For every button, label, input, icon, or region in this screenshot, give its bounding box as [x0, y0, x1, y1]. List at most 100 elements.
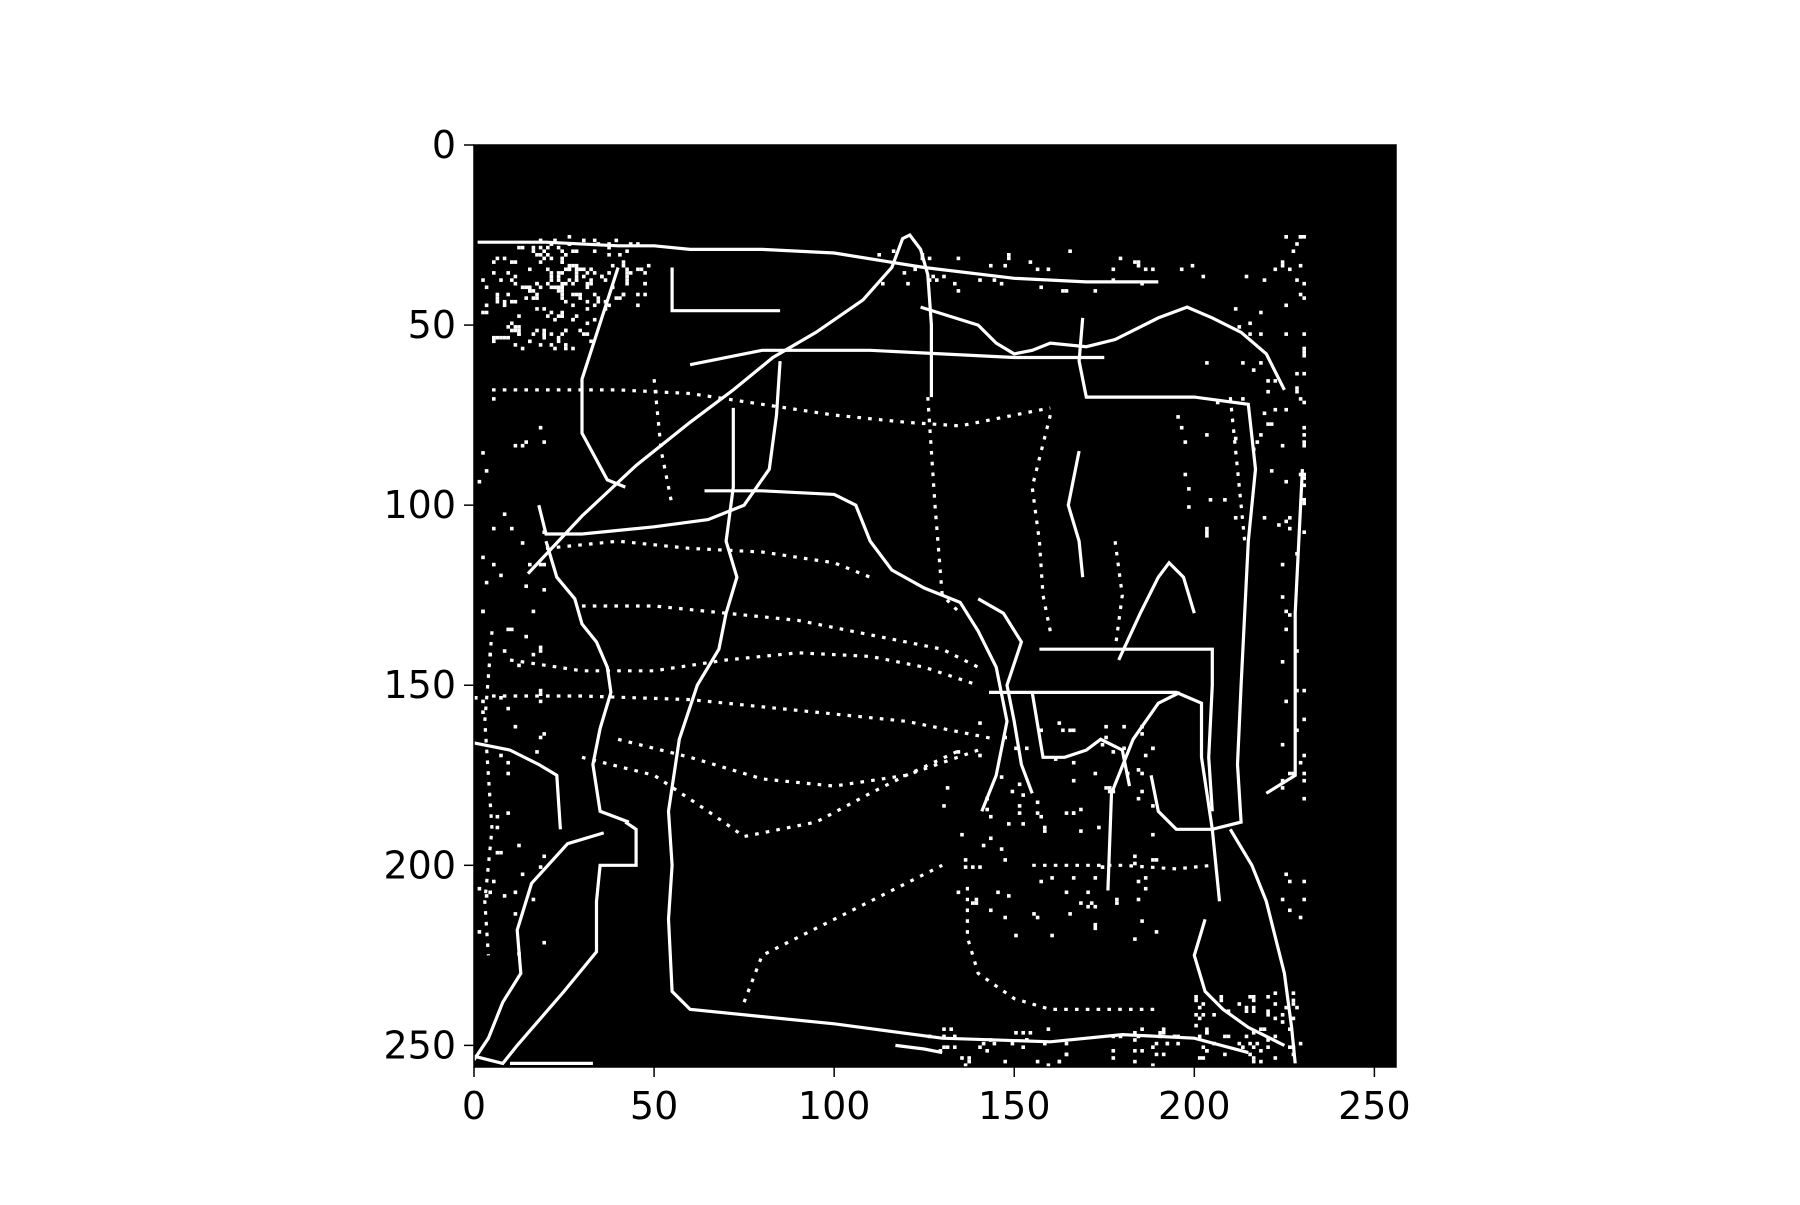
- pixel: [571, 249, 575, 253]
- pixel: [592, 271, 597, 275]
- pixel: [1280, 1013, 1285, 1017]
- pixel: [1194, 1023, 1198, 1028]
- pixel: [510, 260, 514, 264]
- pixel: [513, 343, 518, 347]
- pixel: [1028, 1031, 1033, 1035]
- pixel: [1302, 796, 1306, 801]
- pixel: [1021, 1045, 1025, 1049]
- pixel: [1302, 498, 1306, 502]
- pixel-cluster-7: [1280, 235, 1306, 920]
- pixel: [553, 346, 557, 351]
- pixel: [1237, 1041, 1242, 1046]
- pixel: [1266, 1038, 1270, 1042]
- pixel: [985, 1049, 989, 1053]
- pixel: [1288, 771, 1292, 776]
- pixel: [556, 335, 561, 340]
- pixel: [956, 256, 961, 261]
- pixel: [549, 278, 554, 282]
- pixel: [556, 278, 561, 282]
- pixel: [963, 865, 968, 869]
- pixel: [1302, 346, 1306, 351]
- pixel: [1111, 789, 1116, 794]
- pixel: [1100, 742, 1105, 747]
- pixel: [510, 321, 514, 326]
- solid-line-4: [580, 267, 626, 489]
- pixel: [920, 256, 925, 261]
- pixel: [1284, 407, 1288, 412]
- pixel: [942, 274, 946, 279]
- pixel: [1122, 724, 1126, 729]
- pixel: [1194, 998, 1198, 1003]
- pixel: [610, 285, 615, 290]
- pixel: [538, 645, 543, 650]
- pixel: [1259, 1059, 1263, 1064]
- pixel: [528, 339, 532, 344]
- pixel: [1133, 1059, 1137, 1064]
- pixel: [1298, 235, 1303, 239]
- pixel: [1295, 278, 1299, 282]
- pixel: [1302, 483, 1306, 488]
- pixel: [1255, 440, 1260, 444]
- pixel: [1244, 1009, 1249, 1013]
- pixel-cluster-8: [927, 1027, 1069, 1067]
- pixel: [488, 890, 492, 895]
- pixel: [1064, 289, 1069, 293]
- pixel: [477, 479, 482, 484]
- pixel: [1143, 267, 1148, 272]
- pixel: [1266, 1045, 1270, 1049]
- pixel: [1280, 1020, 1285, 1024]
- pixel: [989, 1038, 993, 1042]
- y-tick-label: 200: [383, 843, 456, 887]
- pixel: [510, 278, 514, 282]
- pixel: [1248, 995, 1252, 999]
- pixel: [474, 696, 478, 700]
- dotted-line-15: [1113, 540, 1124, 650]
- pixel: [542, 854, 546, 859]
- pixel: [1143, 753, 1148, 758]
- pixel: [1251, 1031, 1256, 1035]
- pixel: [1140, 281, 1144, 286]
- pixel: [603, 278, 608, 282]
- pixel: [538, 649, 543, 653]
- pixel: [1241, 397, 1245, 401]
- pixel: [1284, 519, 1288, 524]
- pixel: [535, 296, 539, 300]
- pixel: [1014, 933, 1018, 938]
- pixel: [1136, 768, 1141, 772]
- pixel: [542, 732, 546, 736]
- pixel: [989, 836, 993, 841]
- pixel: [953, 281, 957, 286]
- pixel: [1273, 1002, 1278, 1006]
- pixel: [492, 526, 496, 531]
- pixel: [1194, 1013, 1198, 1017]
- pixel: [477, 930, 482, 934]
- pixel: [1302, 476, 1306, 480]
- pixel: [538, 688, 543, 693]
- pixel-cluster-0: [481, 245, 601, 351]
- pixel: [1284, 699, 1288, 704]
- pixel: [877, 253, 881, 257]
- pixel: [506, 771, 510, 776]
- pixel: [960, 1056, 964, 1060]
- pixel: [495, 850, 500, 855]
- pixel: [636, 292, 640, 297]
- pixel: [1161, 1027, 1166, 1031]
- pixel: [492, 562, 496, 567]
- pixel: [542, 249, 546, 253]
- pixel: [1136, 260, 1141, 264]
- pixel: [1158, 1031, 1162, 1035]
- pixel: [1233, 436, 1238, 441]
- pixel: [1035, 811, 1040, 815]
- pixel-cluster-6: [474, 397, 546, 956]
- pixel: [1291, 1052, 1296, 1057]
- pixel: [517, 843, 521, 848]
- pixel: [1017, 811, 1022, 815]
- pixel: [564, 346, 568, 351]
- pixel: [1086, 890, 1090, 895]
- pixel: [1136, 1034, 1141, 1039]
- pixel: [531, 245, 536, 250]
- pixel: [531, 897, 536, 902]
- pixel: [1251, 998, 1256, 1003]
- pixel: [538, 260, 543, 264]
- pixel: [1291, 771, 1296, 776]
